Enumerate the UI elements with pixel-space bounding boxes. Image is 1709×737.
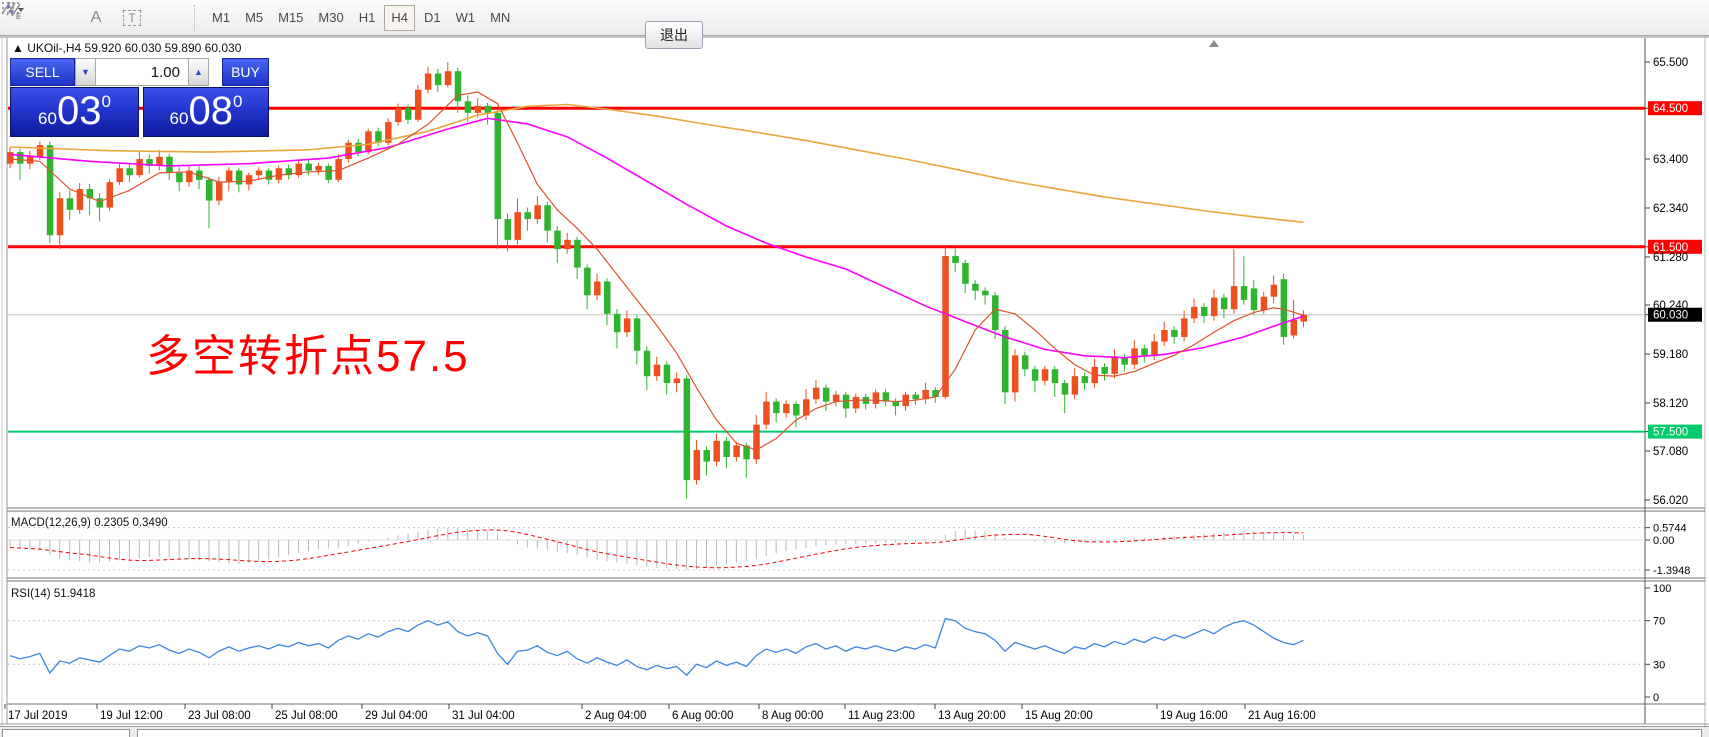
- grid-f-icon[interactable]: F: [2, 2, 76, 31]
- sell-price-major: 60: [38, 109, 57, 128]
- price-axis-label: 56.020: [1653, 495, 1688, 507]
- sell-button[interactable]: SELL: [10, 58, 75, 86]
- svg-text:E: E: [16, 12, 21, 20]
- buy-price-major: 60: [169, 109, 189, 128]
- trade-controls-row: SELL ▼ ▲ BUY: [10, 58, 269, 86]
- time-axis: 17 Jul 2019 19 Jul 12:00 23 Jul 08:00 25 Ju…: [4, 704, 1316, 722]
- exit-button[interactable]: 退出: [645, 21, 703, 49]
- rsi-panel: 100 70 30 0 RSI(14) 51.9418: [8, 583, 1671, 704]
- price-axis-label: 64.500: [1653, 103, 1688, 115]
- sort-arrows-icon[interactable]: [6, 3, 184, 31]
- time-axis-label: 13 Aug 20:00: [938, 710, 1006, 722]
- main-price-panel: ▲ UKOil-,H4 59.920 60.030 59.890 60.030: [7, 40, 1645, 499]
- timeframe-button-w1[interactable]: W1: [455, 10, 476, 25]
- timeframe-button-m30[interactable]: M30: [318, 10, 344, 25]
- textbox-t-icon[interactable]: T: [116, 5, 148, 31]
- time-axis-label: 19 Jul 12:00: [100, 710, 163, 722]
- macd-axis-label: -1.3948: [1653, 565, 1690, 577]
- time-axis-label: 8 Aug 00:00: [762, 710, 823, 722]
- price-axis-label: 63.400: [1653, 154, 1688, 166]
- timeframe-button-m5[interactable]: M5: [245, 10, 264, 25]
- time-axis-label: 11 Aug 23:00: [848, 710, 915, 722]
- bottom-panel-edge: [0, 726, 1709, 737]
- ma-fast-red: [9, 91, 1304, 451]
- rsi-axis-label: 100: [1653, 583, 1671, 595]
- top-toolbar: E F A T M1 M5 M15 M30 H1 H4 D1 W1 MN: [0, 0, 1709, 36]
- macd-axis-label: 0.00: [1653, 535, 1674, 547]
- timeframe-button-d1[interactable]: D1: [423, 10, 441, 25]
- time-axis-label: 21 Aug 16:00: [1248, 710, 1316, 722]
- sell-price-pips: 03: [56, 89, 102, 133]
- timeframe-button-group: M1 M5 M15 M30 H1 H4 D1 W1 MN: [206, 4, 519, 31]
- price-axis-label: 61.500: [1653, 242, 1688, 254]
- price-axis-label: 60.030: [1653, 310, 1688, 322]
- price-tag-60.030: [1648, 307, 1702, 322]
- macd-signal-line: [9, 529, 1304, 569]
- price-axis-label: 61.280: [1653, 252, 1688, 264]
- price-axis-label: 58.120: [1653, 398, 1688, 410]
- chart-annotation-text: 多空转折点57.5: [146, 332, 470, 381]
- rsi-axis-label: 0: [1653, 692, 1659, 704]
- time-axis-label: 29 Jul 04:00: [365, 710, 428, 722]
- time-axis-label: 25 Jul 08:00: [275, 710, 338, 722]
- ma-mid-magenta: [9, 117, 1304, 359]
- chart-title: ▲ UKOil-,H4 59.920 60.030 59.890 60.030: [12, 41, 242, 55]
- macd-label: MACD(12,26,9) 0.2305 0.3490: [11, 517, 168, 529]
- volume-input[interactable]: [96, 58, 188, 86]
- time-axis-label: 19 Aug 16:00: [1160, 710, 1228, 722]
- bottom-panel-segment: [137, 729, 1702, 737]
- price-tag-64.500: [1648, 101, 1702, 116]
- price-tag-57.500: [1648, 424, 1702, 439]
- rsi-label: RSI(14) 51.9418: [11, 588, 95, 600]
- time-axis-label: 6 Aug 00:00: [672, 710, 733, 722]
- price-axis-label: 57.080: [1653, 446, 1688, 458]
- text-a-icon[interactable]: A: [90, 8, 102, 26]
- buy-price-tile[interactable]: 60 08 0: [143, 87, 269, 137]
- chart-shift-marker-icon: [1209, 40, 1219, 47]
- time-axis-label: 31 Jul 04:00: [452, 710, 515, 722]
- price-axis-label: 59.180: [1653, 349, 1688, 361]
- macd-axis-label: 0.5744: [1653, 523, 1687, 535]
- timeframe-button-h4[interactable]: H4: [384, 4, 415, 31]
- timeframe-button-h1[interactable]: H1: [358, 10, 376, 25]
- price-axis-label: 62.340: [1653, 203, 1688, 215]
- svg-text:F: F: [16, 12, 21, 20]
- rsi-axis-label: 70: [1653, 616, 1665, 628]
- volume-increase-button[interactable]: ▲: [188, 58, 209, 86]
- price-axis: 65.50064.50063.40062.34061.50061.28060.2…: [1645, 57, 1702, 507]
- price-axis-label: 65.500: [1653, 57, 1688, 69]
- sell-price-tile[interactable]: 60 03 0: [10, 87, 139, 137]
- bottom-panel-segment: [2, 729, 130, 737]
- trade-prices-row: 60 03 0 60 08 0: [10, 87, 269, 137]
- time-axis-label: 15 Aug 20:00: [1025, 710, 1093, 722]
- time-axis-label: 17 Jul 2019: [8, 710, 67, 722]
- buy-price-point: 0: [232, 92, 243, 111]
- ma-slow-orange: [9, 103, 1304, 224]
- toolbar-separator: [194, 4, 196, 31]
- time-axis-label: 2 Aug 04:00: [585, 710, 646, 722]
- timeframe-button-m1[interactable]: M1: [212, 10, 231, 25]
- volume-decrease-button[interactable]: ▼: [75, 58, 96, 86]
- price-axis-label: 57.500: [1653, 427, 1688, 439]
- price-tag-61.500: [1648, 239, 1702, 254]
- buy-button[interactable]: BUY: [222, 58, 269, 86]
- rsi-axis-label: 30: [1653, 659, 1665, 671]
- timeframe-button-mn[interactable]: MN: [490, 10, 511, 25]
- rsi-line: [9, 617, 1304, 677]
- time-axis-label: 23 Jul 08:00: [188, 710, 251, 722]
- timeframe-button-m15[interactable]: M15: [278, 10, 304, 25]
- buy-price-pips: 08: [188, 89, 233, 133]
- sell-price-point: 0: [101, 92, 111, 111]
